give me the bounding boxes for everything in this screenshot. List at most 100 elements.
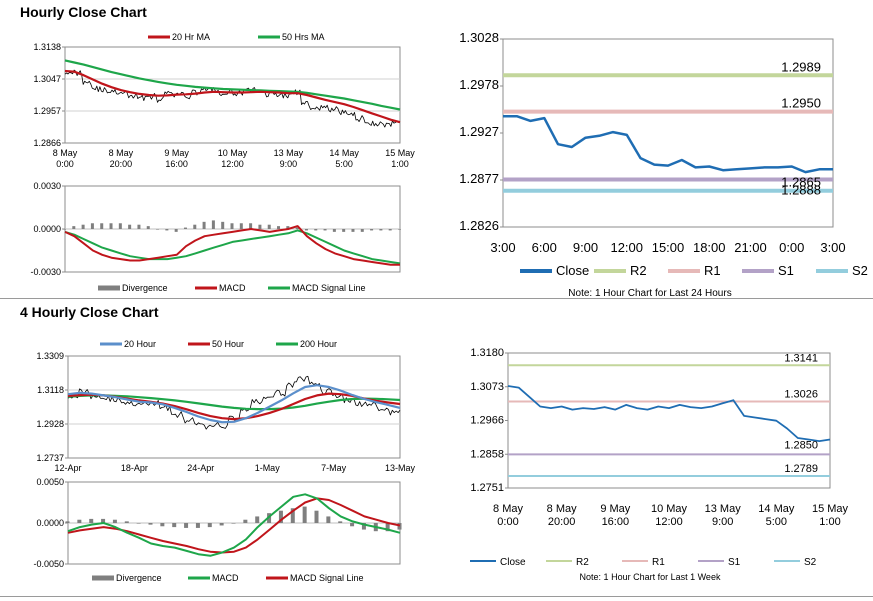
pivot-week-xtick-1-0: 8 May: [547, 503, 577, 515]
fourhourly-legend-50h-label: 50 Hour: [212, 339, 244, 349]
hourly-divergence-bar-35: [388, 229, 392, 231]
hourly-divergence-bar-9: [146, 226, 150, 229]
pivot-24h-legend-close-label: Close: [556, 263, 589, 278]
hourly-divergence-bar-20: [249, 223, 253, 229]
pivot-week-xtick-6-0: 15 May: [812, 503, 849, 515]
fourhourly-divergence-bar-10: [184, 523, 189, 528]
fourhourly-divergence-bar-1: [77, 519, 82, 523]
pivot-24h-ytick-4: 1.2826: [459, 218, 499, 233]
hourly-divergence-bar-36: [398, 229, 401, 230]
hourly-divergence-bar-23: [277, 226, 281, 229]
fourhourly-price-ytick-1: 1.3118: [37, 385, 64, 395]
hourly-divergence-bar-29: [332, 229, 336, 232]
pivot-24h-xtick-6-0: 21:00: [734, 240, 767, 255]
fourhourly-divergence-bar-23: [338, 521, 343, 523]
pivot-week-xtick-3-0: 10 May: [651, 503, 688, 515]
fourhourly-divergence-bar-27: [385, 523, 390, 532]
pivot-24h-legend-s1-label: S1: [778, 263, 794, 278]
fourhourly-divergence-bar-25: [361, 523, 366, 530]
pivot-week-close-line: [507, 385, 831, 442]
hourly-legend-20ma-label: 20 Hr MA: [172, 32, 210, 42]
fourhourly-macd-legend-macd-label: MACD: [212, 573, 239, 583]
pivot-week-xtick-2-0: 9 May: [600, 503, 630, 515]
hourly-divergence-bar-10: [156, 229, 160, 230]
pivot-24h-level-label-r2: 1.2989: [781, 59, 821, 74]
pivot-24h-close-line: [503, 114, 833, 174]
pivot-24h-level-label-s2: 1.2865: [781, 175, 821, 190]
hourly-price-xtick-3-0: 10 May: [218, 148, 248, 158]
hourly-divergence-bar-3: [90, 223, 94, 229]
fourhourly-price-xtick-5-0: 13-May: [385, 463, 416, 473]
pivot-24h-xtick-2-0: 9:00: [573, 240, 598, 255]
hourly-macd-legend-divergence-label: Divergence: [122, 283, 168, 293]
hourly-price-xtick-3-1: 12:00: [221, 159, 244, 169]
pivot-week-ytick-3: 1.2858: [470, 448, 504, 460]
pivot-24h-ytick-0: 1.3028: [459, 30, 499, 45]
pivot-week-legend-s2-label: S2: [804, 557, 817, 568]
fourhourly-price-ytick-0: 1.3309: [36, 351, 64, 361]
fourhourly-divergence-bar-0: [65, 521, 70, 523]
hourly-price-xtick-0-0: 8 May: [53, 148, 78, 158]
hourly-50ma-line: [64, 59, 401, 111]
pivot-week-level-label-r1: 1.3026: [784, 388, 818, 400]
fourhourly-price-xtick-0-0: 12-Apr: [54, 463, 81, 473]
hourly-macd-ytick-1: 0.0000: [33, 224, 61, 234]
fourhourly-price-ytick-3: 1.2737: [36, 453, 64, 463]
hourly-divergence-bar-2: [81, 224, 85, 229]
hourly-divergence-bar-1: [72, 226, 76, 229]
hourly-macd-legend-signal-label: MACD Signal Line: [292, 283, 366, 293]
pivot-24h-legend-s2-label: S2: [852, 263, 868, 278]
hourly-divergence-bar-0: [63, 229, 66, 230]
fourhourly-divergence-bar-9: [172, 523, 177, 528]
fourhourly-divergence-bar-2: [89, 518, 94, 523]
hourly-divergence-bar-32: [360, 229, 364, 232]
hourly-price-xtick-4-0: 13 May: [274, 148, 304, 158]
pivot-week-xtick-4-1: 9:00: [712, 516, 733, 528]
hourly-price-xtick-2-1: 16:00: [165, 159, 188, 169]
hourly-price-xtick-5-0: 14 May: [329, 148, 359, 158]
pivot-week-legend-r1-label: R1: [652, 557, 665, 568]
fourhourly-macd-chart: 0.0050 0.0000 -0.0050 Divergence MACD MACD Si…: [33, 477, 402, 583]
hourly-divergence-bar-22: [267, 224, 271, 229]
hourly-divergence-bar-5: [109, 223, 113, 229]
fourhourly-macd-legend-signal-label: MACD Signal Line: [290, 573, 364, 583]
pivot-week-xtick-2-1: 16:00: [602, 516, 630, 528]
fourhourly-divergence-bar-3: [101, 518, 106, 523]
fourhourly-price-xtick-1-0: 18-Apr: [121, 463, 148, 473]
hourly-macd-line: [64, 225, 400, 266]
hourly-price-xtick-6-0: 15 May: [385, 148, 415, 158]
pivot-week-xtick-1-1: 20:00: [548, 516, 576, 528]
fourhourly-legend-20h-label: 20 Hour: [124, 339, 156, 349]
pivot-week-xtick-0-1: 0:00: [497, 516, 518, 528]
hourly-price-xtick-4-1: 9:00: [280, 159, 298, 169]
fourhourly-divergence-bar-8: [160, 523, 165, 527]
hourly-signal-line: [64, 229, 401, 265]
hourly-divergence-bar-12: [174, 229, 178, 232]
pivot-24h-note: Note: 1 Hour Chart for Last 24 Hours: [568, 288, 731, 299]
pivot-week-xtick-5-1: 5:00: [766, 516, 787, 528]
fourhourly-price-ytick-2: 1.2928: [36, 419, 64, 429]
fourhourly-divergence-bar-5: [124, 521, 129, 523]
hourly-price-ytick-2: 1.2957: [33, 106, 61, 116]
pivot-week-ytick-0: 1.3180: [470, 347, 504, 359]
hourly-price-xtick-0-1: 0:00: [56, 159, 74, 169]
fourhourly-divergence-bar-24: [350, 523, 355, 527]
hourly-divergence-bar-15: [202, 221, 206, 229]
fourhourly-divergence-bar-13: [219, 523, 224, 526]
hourly-divergence-bar-26: [304, 229, 308, 231]
fourhourly-divergence-bar-22: [326, 516, 331, 523]
section-divider: [0, 298, 873, 299]
pivot-24h-xtick-4-0: 15:00: [652, 240, 685, 255]
pivot-24h-xtick-5-0: 18:00: [693, 240, 726, 255]
hourly-divergence-bar-28: [323, 229, 327, 231]
hourly-price-plot-area: [64, 46, 401, 144]
hourly-divergence-bar-27: [314, 229, 318, 231]
fourhourly-price-xtick-2-0: 24-Apr: [187, 463, 214, 473]
fourhourly-legend-200h-label: 200 Hour: [300, 339, 337, 349]
hourly-divergence-bar-24: [286, 226, 290, 229]
hourly-macd-legend-macd-label: MACD: [219, 283, 246, 293]
pivot-week-legend-s1-label: S1: [728, 557, 741, 568]
